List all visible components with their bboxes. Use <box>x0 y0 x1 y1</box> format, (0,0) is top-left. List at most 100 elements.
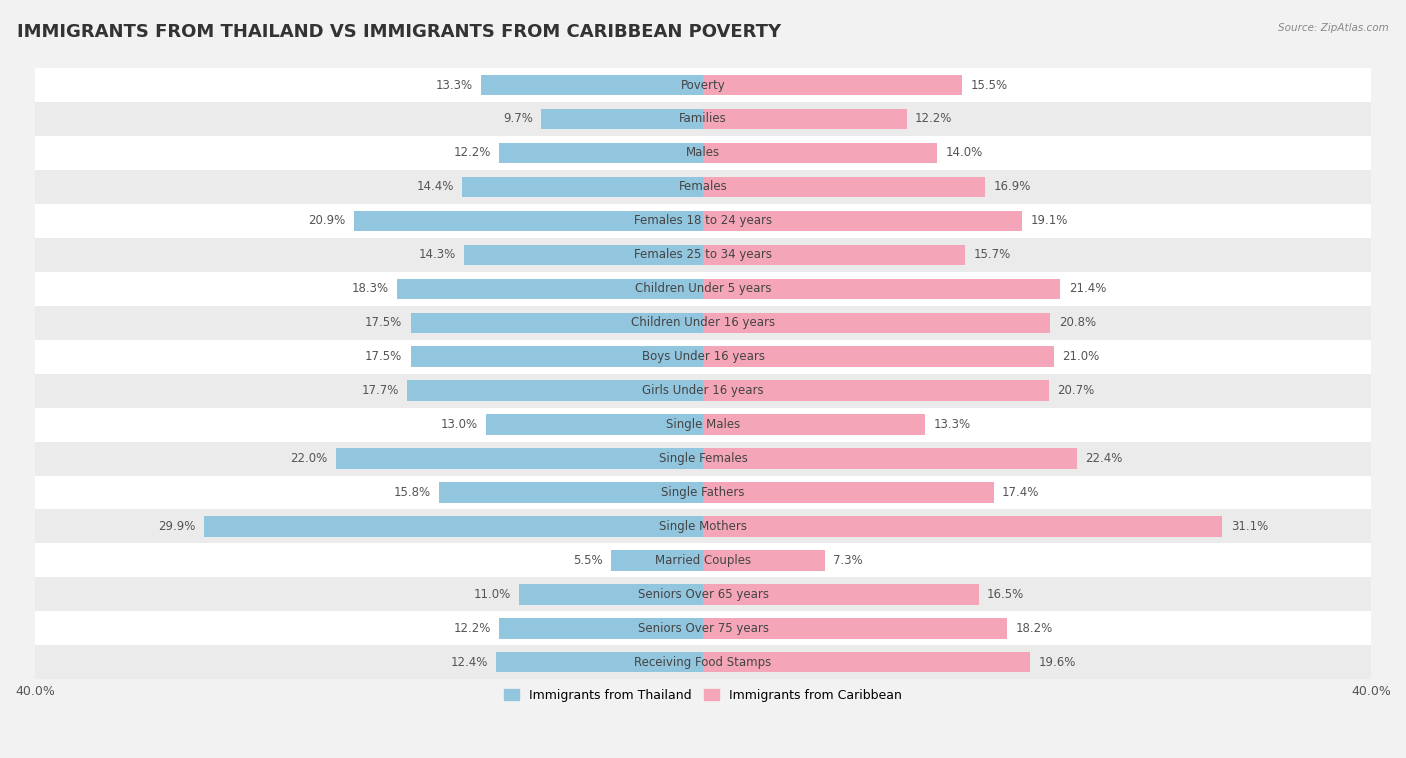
Text: 12.2%: 12.2% <box>915 112 952 126</box>
Text: 16.9%: 16.9% <box>994 180 1031 193</box>
Bar <box>411 312 703 333</box>
Text: 17.4%: 17.4% <box>1002 486 1039 499</box>
Bar <box>499 143 703 163</box>
Text: 15.8%: 15.8% <box>394 486 430 499</box>
Text: 20.7%: 20.7% <box>1057 384 1094 397</box>
Text: 16.5%: 16.5% <box>987 588 1024 601</box>
Bar <box>703 245 965 265</box>
Text: 21.0%: 21.0% <box>1062 350 1099 363</box>
Bar <box>35 272 1371 305</box>
Text: Females 18 to 24 years: Females 18 to 24 years <box>634 215 772 227</box>
Bar <box>35 509 1371 543</box>
Bar <box>35 408 1371 442</box>
Text: Single Males: Single Males <box>666 418 740 431</box>
Text: 11.0%: 11.0% <box>474 588 510 601</box>
Legend: Immigrants from Thailand, Immigrants from Caribbean: Immigrants from Thailand, Immigrants fro… <box>499 684 907 706</box>
Text: Source: ZipAtlas.com: Source: ZipAtlas.com <box>1278 23 1389 33</box>
Text: Females 25 to 34 years: Females 25 to 34 years <box>634 249 772 262</box>
Bar <box>519 584 703 605</box>
Text: 17.5%: 17.5% <box>366 316 402 329</box>
Text: 19.6%: 19.6% <box>1039 656 1076 669</box>
Bar <box>703 482 994 503</box>
Text: 20.9%: 20.9% <box>308 215 346 227</box>
Text: 13.3%: 13.3% <box>436 79 472 92</box>
Bar <box>35 136 1371 170</box>
Bar <box>408 381 703 401</box>
Bar <box>35 374 1371 408</box>
Text: 12.4%: 12.4% <box>450 656 488 669</box>
Text: 29.9%: 29.9% <box>157 520 195 533</box>
Text: 14.4%: 14.4% <box>416 180 454 193</box>
Bar <box>703 550 825 571</box>
Text: Boys Under 16 years: Boys Under 16 years <box>641 350 765 363</box>
Bar <box>35 170 1371 204</box>
Text: IMMIGRANTS FROM THAILAND VS IMMIGRANTS FROM CARIBBEAN POVERTY: IMMIGRANTS FROM THAILAND VS IMMIGRANTS F… <box>17 23 780 41</box>
Bar <box>411 346 703 367</box>
Text: Single Fathers: Single Fathers <box>661 486 745 499</box>
Text: Females: Females <box>679 180 727 193</box>
Text: 18.3%: 18.3% <box>352 282 389 296</box>
Text: 22.4%: 22.4% <box>1085 452 1123 465</box>
Text: 18.2%: 18.2% <box>1015 622 1053 634</box>
Bar <box>35 442 1371 475</box>
Bar <box>703 516 1222 537</box>
Text: 13.3%: 13.3% <box>934 418 970 431</box>
Text: Children Under 5 years: Children Under 5 years <box>634 282 772 296</box>
Bar <box>336 448 703 468</box>
Bar <box>35 204 1371 238</box>
Text: 20.8%: 20.8% <box>1059 316 1095 329</box>
Bar <box>35 612 1371 645</box>
Bar <box>464 245 703 265</box>
Text: 14.0%: 14.0% <box>945 146 983 159</box>
Text: 14.3%: 14.3% <box>419 249 456 262</box>
Text: 5.5%: 5.5% <box>574 554 603 567</box>
Text: 17.7%: 17.7% <box>361 384 399 397</box>
Text: 12.2%: 12.2% <box>454 146 491 159</box>
Bar <box>703 312 1050 333</box>
Bar <box>354 211 703 231</box>
Text: Males: Males <box>686 146 720 159</box>
Text: 22.0%: 22.0% <box>290 452 328 465</box>
Text: Receiving Food Stamps: Receiving Food Stamps <box>634 656 772 669</box>
Bar <box>703 279 1060 299</box>
Bar <box>703 415 925 435</box>
Text: Girls Under 16 years: Girls Under 16 years <box>643 384 763 397</box>
Bar <box>496 652 703 672</box>
Text: 15.7%: 15.7% <box>973 249 1011 262</box>
Bar <box>35 238 1371 272</box>
Text: 31.1%: 31.1% <box>1230 520 1268 533</box>
Bar <box>703 109 907 129</box>
Bar <box>35 475 1371 509</box>
Text: Children Under 16 years: Children Under 16 years <box>631 316 775 329</box>
Bar <box>35 102 1371 136</box>
Text: Families: Families <box>679 112 727 126</box>
Bar <box>35 68 1371 102</box>
Bar <box>703 618 1007 638</box>
Bar <box>439 482 703 503</box>
Bar <box>35 645 1371 679</box>
Bar <box>35 578 1371 612</box>
Text: 15.5%: 15.5% <box>970 79 1007 92</box>
Bar <box>541 109 703 129</box>
Text: Seniors Over 75 years: Seniors Over 75 years <box>637 622 769 634</box>
Text: Single Females: Single Females <box>658 452 748 465</box>
Text: 19.1%: 19.1% <box>1031 215 1067 227</box>
Bar <box>703 584 979 605</box>
Text: Married Couples: Married Couples <box>655 554 751 567</box>
Text: Single Mothers: Single Mothers <box>659 520 747 533</box>
Text: 9.7%: 9.7% <box>503 112 533 126</box>
Bar <box>481 75 703 96</box>
Bar <box>398 279 703 299</box>
Bar <box>204 516 703 537</box>
Text: Seniors Over 65 years: Seniors Over 65 years <box>637 588 769 601</box>
Text: 17.5%: 17.5% <box>366 350 402 363</box>
Text: 21.4%: 21.4% <box>1069 282 1107 296</box>
Bar <box>35 340 1371 374</box>
Text: 7.3%: 7.3% <box>834 554 863 567</box>
Bar <box>463 177 703 197</box>
Bar <box>703 346 1053 367</box>
Text: 13.0%: 13.0% <box>440 418 478 431</box>
Text: Poverty: Poverty <box>681 79 725 92</box>
Text: 12.2%: 12.2% <box>454 622 491 634</box>
Bar <box>486 415 703 435</box>
